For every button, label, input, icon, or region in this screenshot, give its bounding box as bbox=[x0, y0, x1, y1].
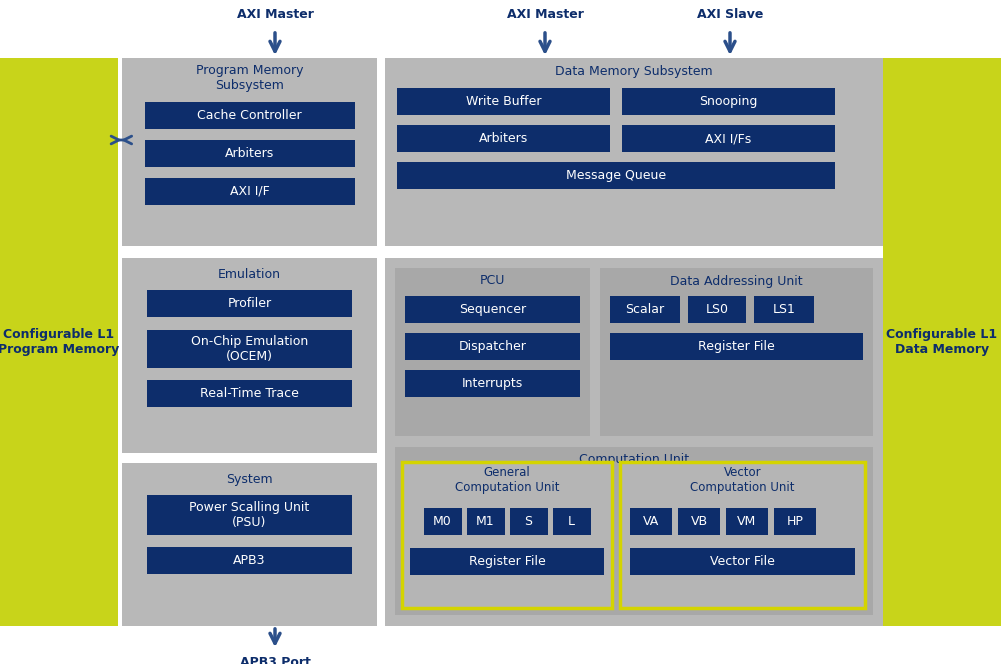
Text: Scalar: Scalar bbox=[626, 303, 665, 316]
Bar bbox=[883, 58, 1001, 626]
Bar bbox=[122, 58, 377, 246]
Text: Power Scalling Unit
(PSU): Power Scalling Unit (PSU) bbox=[189, 501, 309, 529]
Text: AXI Master: AXI Master bbox=[236, 8, 313, 21]
Bar bbox=[726, 508, 768, 535]
Bar bbox=[678, 508, 720, 535]
Bar bbox=[147, 495, 352, 535]
Text: Write Buffer: Write Buffer bbox=[465, 95, 542, 108]
Bar bbox=[122, 463, 377, 626]
Bar bbox=[610, 296, 680, 323]
Text: Snooping: Snooping bbox=[700, 95, 758, 108]
Text: M1: M1 bbox=[476, 515, 494, 528]
Bar bbox=[147, 380, 352, 407]
Text: S: S bbox=[525, 515, 533, 528]
Bar bbox=[405, 370, 580, 397]
Text: Sequencer: Sequencer bbox=[458, 303, 527, 316]
Text: LS1: LS1 bbox=[773, 303, 796, 316]
Bar bbox=[395, 268, 590, 436]
Text: Profiler: Profiler bbox=[227, 297, 271, 310]
Text: Configurable L1
Program Memory: Configurable L1 Program Memory bbox=[0, 328, 120, 356]
Text: Real-Time Trace: Real-Time Trace bbox=[200, 387, 299, 400]
Text: Configurable L1
Data Memory: Configurable L1 Data Memory bbox=[887, 328, 998, 356]
Text: Message Queue: Message Queue bbox=[566, 169, 666, 182]
Text: VM: VM bbox=[738, 515, 757, 528]
Bar bbox=[410, 548, 604, 575]
Text: L: L bbox=[568, 515, 575, 528]
Bar bbox=[122, 258, 377, 453]
Bar bbox=[397, 162, 835, 189]
Bar bbox=[405, 296, 580, 323]
Text: Dispatcher: Dispatcher bbox=[458, 340, 527, 353]
Bar bbox=[622, 88, 835, 115]
Bar bbox=[397, 125, 610, 152]
Bar bbox=[144, 102, 354, 129]
Bar bbox=[630, 548, 855, 575]
Bar bbox=[405, 333, 580, 360]
Text: AXI I/F: AXI I/F bbox=[229, 185, 269, 198]
Bar bbox=[754, 296, 814, 323]
Bar bbox=[147, 330, 352, 368]
Bar bbox=[774, 508, 816, 535]
Text: M0: M0 bbox=[433, 515, 451, 528]
Bar bbox=[510, 508, 548, 535]
Text: Data Addressing Unit: Data Addressing Unit bbox=[671, 274, 803, 288]
Bar bbox=[423, 508, 461, 535]
Bar bbox=[385, 58, 883, 246]
Text: Arbiters: Arbiters bbox=[478, 132, 529, 145]
Text: PCU: PCU bbox=[479, 274, 506, 288]
Bar bbox=[397, 88, 610, 115]
Bar bbox=[144, 140, 354, 167]
Text: Arbiters: Arbiters bbox=[225, 147, 274, 160]
Bar bbox=[385, 258, 883, 626]
Text: LS0: LS0 bbox=[706, 303, 729, 316]
Bar bbox=[600, 268, 873, 436]
Bar bbox=[620, 462, 865, 608]
Text: Interrupts: Interrupts bbox=[461, 377, 524, 390]
Text: System: System bbox=[226, 473, 273, 485]
Bar bbox=[688, 296, 746, 323]
Bar bbox=[553, 508, 591, 535]
Bar bbox=[622, 125, 835, 152]
Text: VB: VB bbox=[691, 515, 708, 528]
Bar bbox=[466, 508, 505, 535]
Bar bbox=[147, 547, 352, 574]
Text: Program Memory
Subsystem: Program Memory Subsystem bbox=[196, 64, 303, 92]
Text: Vector
Computation Unit: Vector Computation Unit bbox=[691, 466, 795, 494]
Bar bbox=[144, 178, 354, 205]
Bar bbox=[395, 447, 873, 615]
Text: HP: HP bbox=[787, 515, 804, 528]
Text: Computation Unit: Computation Unit bbox=[579, 454, 689, 467]
Text: Register File: Register File bbox=[698, 340, 775, 353]
Bar bbox=[0, 58, 118, 626]
Text: AXI Master: AXI Master bbox=[507, 8, 584, 21]
Text: APB3 Port: APB3 Port bbox=[239, 656, 310, 664]
Text: AXI I/Fs: AXI I/Fs bbox=[706, 132, 752, 145]
Text: Emulation: Emulation bbox=[218, 268, 281, 280]
Text: General
Computation Unit: General Computation Unit bbox=[454, 466, 560, 494]
Text: APB3: APB3 bbox=[233, 554, 265, 567]
Bar bbox=[402, 462, 612, 608]
Bar bbox=[610, 333, 863, 360]
Bar bbox=[147, 290, 352, 317]
Text: On-Chip Emulation
(OCEM): On-Chip Emulation (OCEM) bbox=[191, 335, 308, 363]
Text: Register File: Register File bbox=[468, 555, 546, 568]
Text: Cache Controller: Cache Controller bbox=[197, 109, 302, 122]
Text: Data Memory Subsystem: Data Memory Subsystem bbox=[556, 66, 713, 78]
Bar bbox=[630, 508, 672, 535]
Text: VA: VA bbox=[643, 515, 659, 528]
Text: AXI Slave: AXI Slave bbox=[697, 8, 763, 21]
Text: Vector File: Vector File bbox=[710, 555, 775, 568]
